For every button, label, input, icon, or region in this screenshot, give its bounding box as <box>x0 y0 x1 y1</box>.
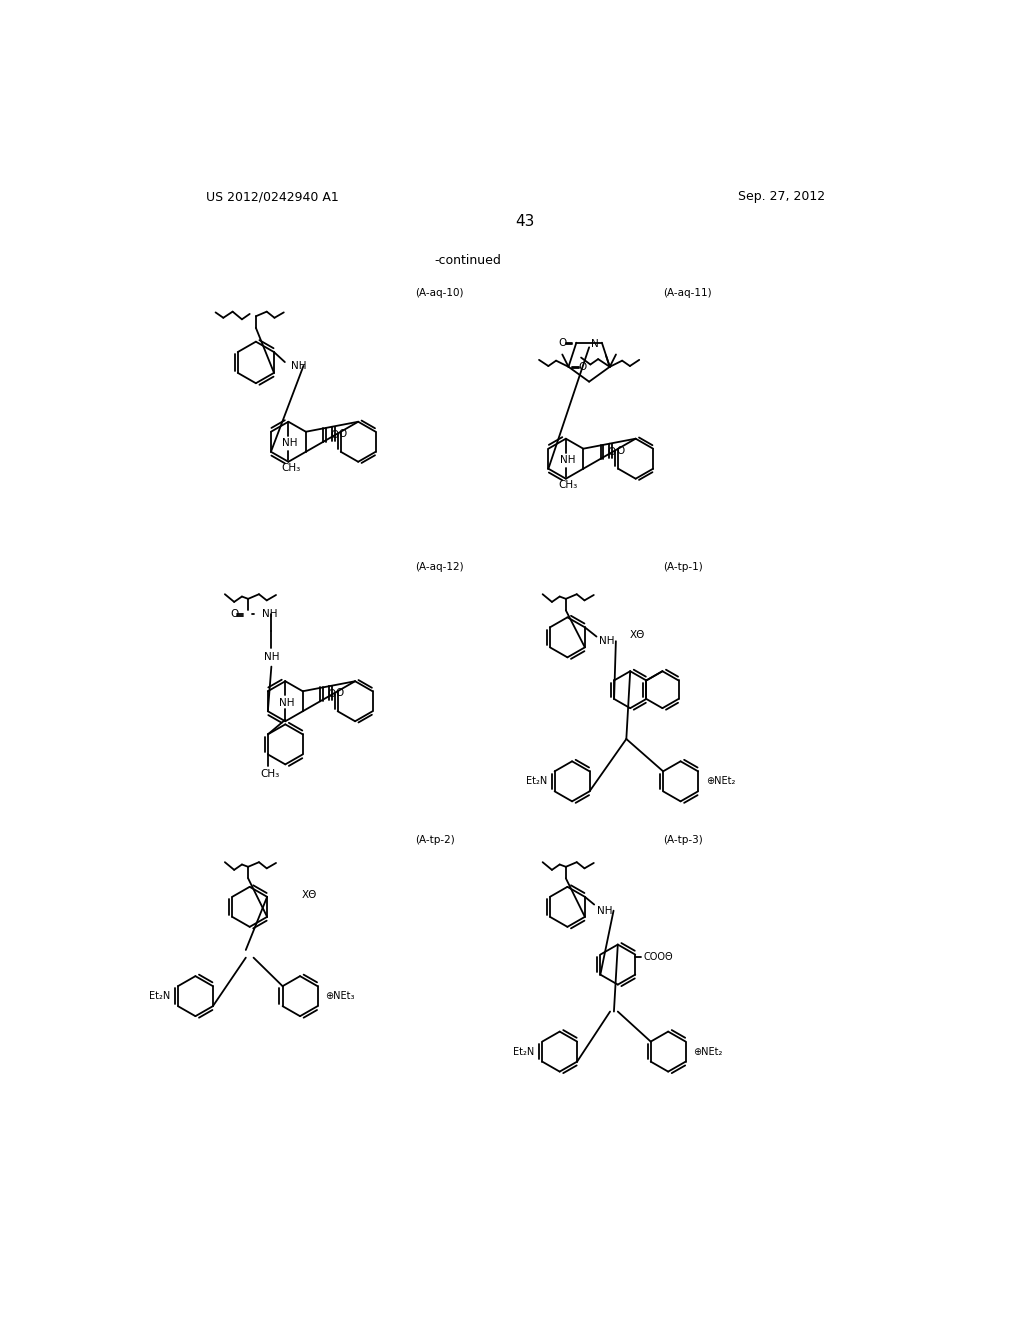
Text: (A-aq-11): (A-aq-11) <box>663 288 712 298</box>
Text: XΘ: XΘ <box>630 630 645 640</box>
Text: NH: NH <box>280 698 295 708</box>
Text: O: O <box>579 362 587 372</box>
Text: O: O <box>327 689 335 700</box>
Text: (A-tp-3): (A-tp-3) <box>663 834 702 845</box>
Text: Et₂N: Et₂N <box>525 776 547 787</box>
Text: CH₃: CH₃ <box>282 463 300 473</box>
Text: CH₃: CH₃ <box>558 480 578 490</box>
Text: NH: NH <box>599 636 614 647</box>
Text: (A-aq-10): (A-aq-10) <box>415 288 463 298</box>
Text: O: O <box>607 446 615 457</box>
Text: NH: NH <box>263 652 280 663</box>
Text: ⊕NEt₃: ⊕NEt₃ <box>326 991 354 1001</box>
Text: (A-tp-2): (A-tp-2) <box>415 834 455 845</box>
Text: COOΘ: COOΘ <box>643 952 673 962</box>
Text: 43: 43 <box>515 214 535 230</box>
Text: (A-aq-12): (A-aq-12) <box>415 561 464 572</box>
Text: XΘ: XΘ <box>302 890 317 900</box>
Text: O: O <box>558 338 566 347</box>
Text: ⊕NEt₂: ⊕NEt₂ <box>693 1047 723 1056</box>
Text: O: O <box>616 446 625 455</box>
Text: NH: NH <box>283 438 298 449</box>
Text: US 2012/0242940 A1: US 2012/0242940 A1 <box>206 190 338 203</box>
Text: -continued: -continued <box>434 255 501 268</box>
Text: N: N <box>592 339 599 350</box>
Text: Et₂N: Et₂N <box>148 991 170 1001</box>
Text: NH: NH <box>262 610 278 619</box>
Text: ⊕NEt₂: ⊕NEt₂ <box>706 776 735 787</box>
Text: (A-tp-1): (A-tp-1) <box>663 561 702 572</box>
Text: NH: NH <box>560 455 575 465</box>
Text: NH: NH <box>291 360 306 371</box>
Text: O: O <box>339 429 347 438</box>
Text: NH: NH <box>597 906 612 916</box>
Text: O: O <box>230 610 239 619</box>
Text: Et₂N: Et₂N <box>513 1047 535 1056</box>
Text: O: O <box>330 430 338 440</box>
Text: O: O <box>336 688 344 698</box>
Text: CH₃: CH₃ <box>260 770 280 779</box>
Text: Sep. 27, 2012: Sep. 27, 2012 <box>738 190 825 203</box>
